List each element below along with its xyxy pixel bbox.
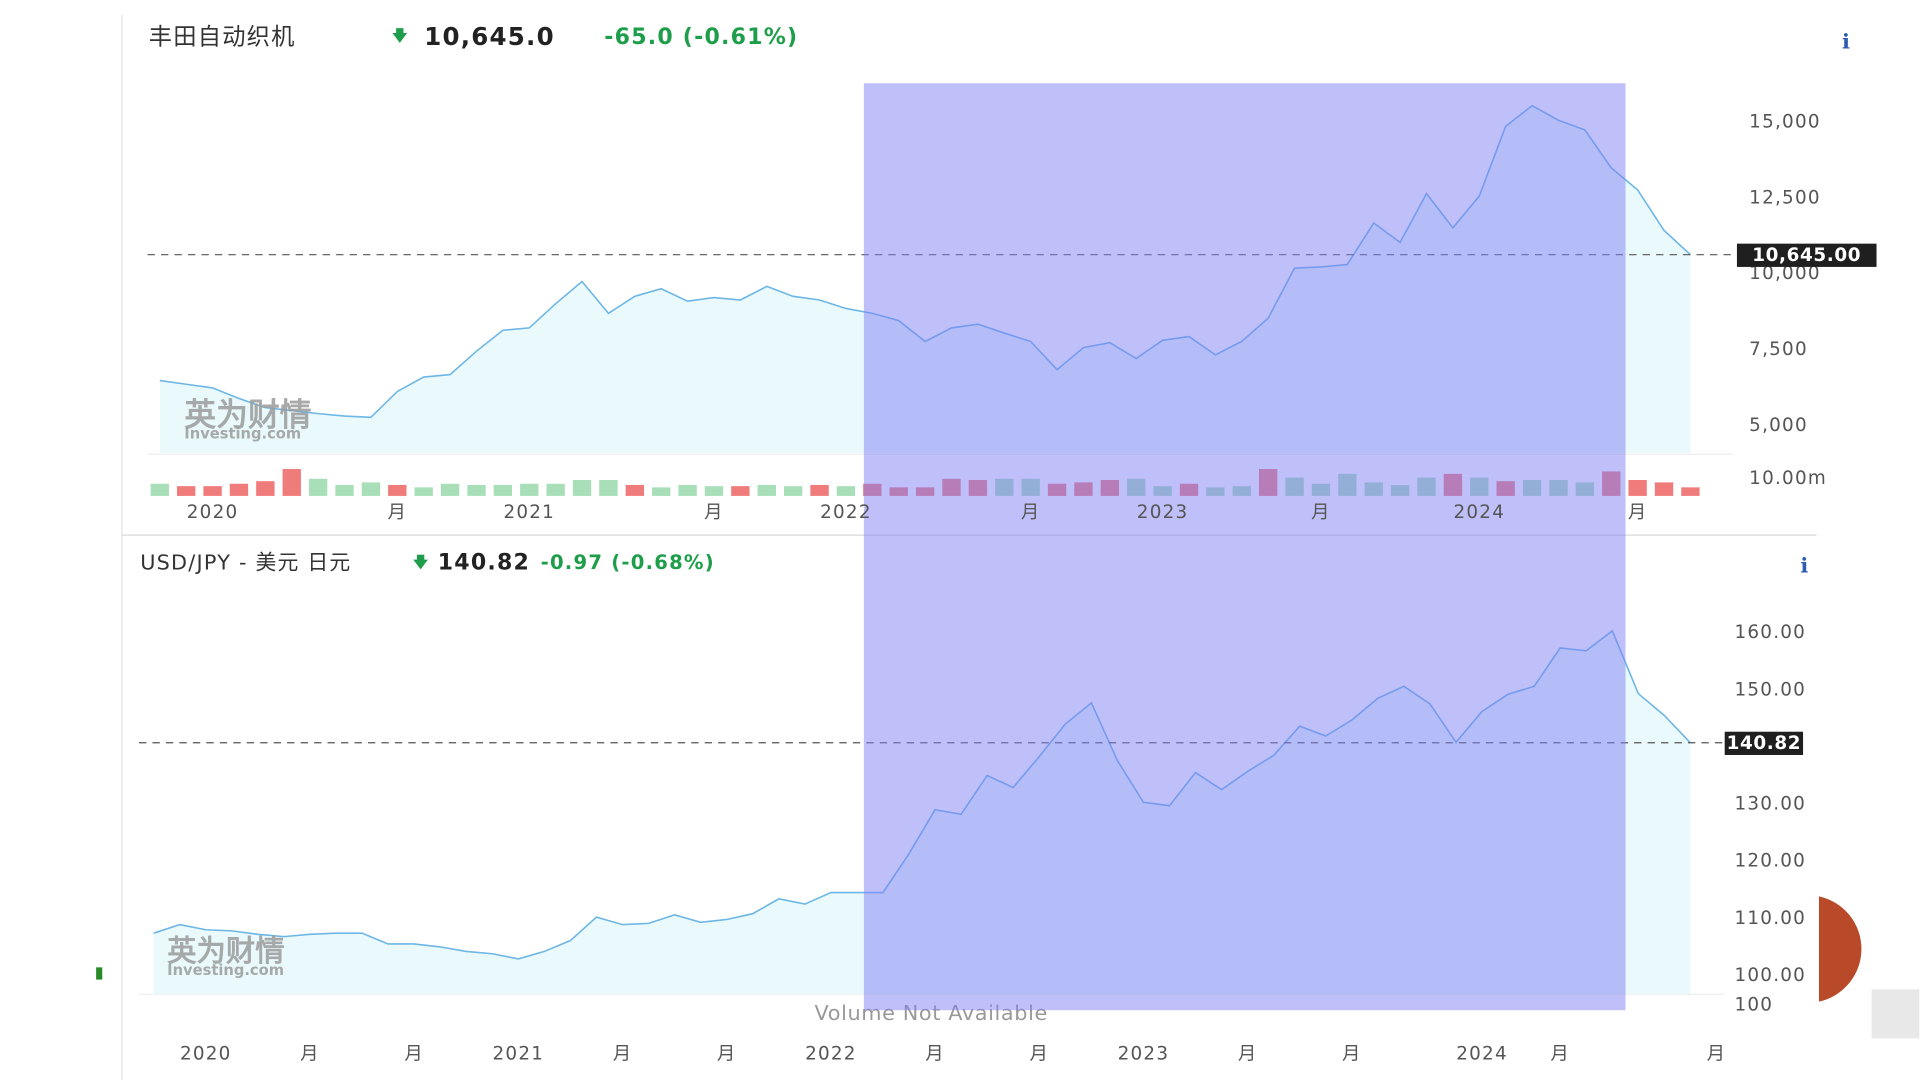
x-tick-label: 月: [1707, 1043, 1727, 1064]
x-tick-label: 月: [404, 1043, 424, 1064]
x-tick-label: 月: [1550, 1043, 1570, 1064]
info-icon: i: [1800, 552, 1808, 577]
y-tick-label: 120.00: [1734, 851, 1806, 872]
volume-bar: [731, 486, 750, 496]
x-tick-label: 2023: [1118, 1043, 1170, 1064]
current-value-label: 10,645.00: [1752, 245, 1861, 266]
volume-bar: [493, 484, 513, 496]
volume-bar: [599, 479, 618, 496]
price: 140.82: [438, 550, 530, 575]
volume-bar: [810, 484, 829, 496]
volume-bar: [440, 483, 460, 496]
x-tick-label: 2022: [820, 502, 872, 523]
volume-tick-label: 100: [1734, 994, 1773, 1015]
side-marker: [96, 967, 103, 980]
volume-bar: [1654, 482, 1674, 496]
volume-bar: [203, 486, 222, 496]
y-tick-label: 15,000: [1749, 112, 1821, 133]
corner-icon: [1871, 989, 1920, 1039]
down-arrow: [416, 554, 425, 561]
x-tick-label: 月: [1342, 1043, 1362, 1064]
x-tick-label: 2024: [1453, 502, 1505, 523]
x-tick-label: 月: [613, 1043, 633, 1064]
volume-bar: [177, 486, 196, 496]
x-tick-label: 2024: [1456, 1043, 1508, 1064]
current-value-box: [1736, 243, 1877, 267]
volume-bar: [572, 479, 592, 496]
volume-tick-label: 10.00m: [1749, 468, 1827, 489]
down-arrow: [413, 559, 428, 570]
selection-overlay: [863, 83, 1626, 1011]
volume-bar: [467, 484, 486, 496]
volume-bar: [256, 481, 275, 496]
volume-bar: [414, 487, 433, 496]
volume-bar: [652, 487, 671, 496]
x-tick-label: 月: [925, 1043, 945, 1064]
volume-bar: [757, 484, 776, 496]
down-arrow: [396, 28, 404, 35]
price: 10,645.0: [424, 22, 555, 51]
x-tick-label: 月: [1238, 1043, 1258, 1064]
volume-bar: [625, 484, 644, 496]
volume-bar: [388, 484, 407, 496]
watermark-sub: Investing.com: [167, 962, 284, 979]
price-change: -0.97 (-0.68%): [541, 551, 715, 574]
x-tick-label: 2021: [493, 1043, 545, 1064]
x-tick-label: 2020: [180, 1043, 232, 1064]
x-tick-label: 月: [1029, 1043, 1049, 1064]
volume-bar: [308, 478, 328, 496]
watermark-sub: Investing.com: [184, 426, 301, 443]
watermark: 英为财情: [167, 934, 285, 968]
volume-bar: [150, 483, 169, 496]
volume-bar: [361, 482, 381, 496]
x-tick-label: 2023: [1137, 502, 1189, 523]
current-value-box: [1724, 731, 1804, 755]
price-change: -65.0 (-0.61%): [604, 25, 798, 50]
watermark: 英为财情: [184, 395, 311, 433]
x-tick-label: 月: [388, 502, 408, 523]
volume-bar: [229, 483, 249, 496]
x-tick-label: 月: [300, 1043, 320, 1064]
y-tick-label: 130.00: [1734, 794, 1806, 815]
y-tick-label: 150.00: [1734, 679, 1806, 700]
volume-bar: [1681, 487, 1700, 496]
y-tick-label: 100.00: [1734, 965, 1806, 986]
volume-bar: [520, 483, 539, 496]
y-tick-label: 12,500: [1749, 187, 1821, 208]
x-tick-label: 2020: [187, 502, 239, 523]
volume-bar: [282, 469, 301, 496]
x-tick-label: 月: [1628, 502, 1648, 523]
x-tick-label: 2022: [805, 1043, 857, 1064]
volume-bar: [836, 486, 856, 496]
down-arrow: [392, 33, 408, 43]
y-tick-label: 7,500: [1749, 339, 1808, 360]
x-tick-label: 月: [704, 502, 724, 523]
x-tick-label: 月: [717, 1043, 737, 1064]
info-icon: i: [1842, 28, 1850, 53]
y-tick-label: 10,000: [1749, 263, 1821, 284]
y-tick-label: 110.00: [1734, 908, 1806, 929]
volume-bar: [783, 486, 803, 496]
x-tick-label: 月: [1021, 502, 1041, 523]
volume-bar: [1628, 479, 1647, 496]
current-value-label: 140.82: [1727, 733, 1802, 754]
volume-bar: [678, 484, 697, 496]
seal-logo: [1818, 896, 1862, 1002]
instrument-title: USD/JPY - 美元 日元: [140, 550, 351, 574]
volume-bar: [704, 486, 724, 496]
x-tick-label: 2021: [503, 502, 555, 523]
y-tick-label: 5,000: [1749, 415, 1808, 436]
y-tick-label: 160.00: [1734, 622, 1806, 643]
volume-bar: [546, 483, 565, 496]
x-tick-label: 月: [1311, 502, 1331, 523]
volume-bar: [335, 484, 354, 496]
instrument-title: 丰田自动织机: [149, 23, 296, 50]
